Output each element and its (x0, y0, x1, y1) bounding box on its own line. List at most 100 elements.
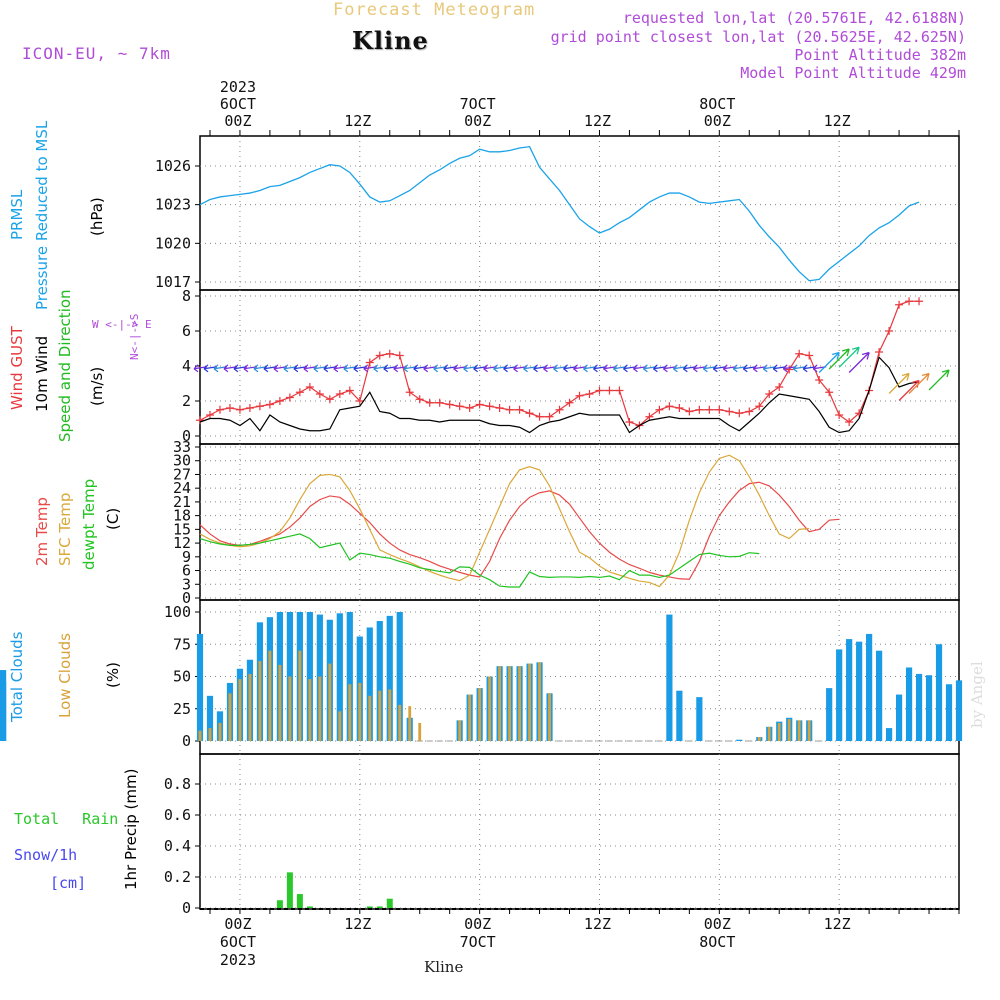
total-cloud-bar (676, 690, 683, 741)
total-cloud-bar (945, 684, 953, 741)
gust-marker (305, 383, 314, 391)
top-time-label: 12Z (584, 112, 611, 130)
gust-marker (605, 386, 614, 395)
gust-marker (825, 388, 834, 397)
low-cloud-bar (368, 695, 372, 741)
pressure-line (199, 145, 920, 282)
low-cloud-bar (468, 694, 472, 741)
gust-marker (315, 390, 324, 398)
low-cloud-bar (268, 650, 272, 741)
gust-marker (555, 405, 564, 414)
total-cloud-bar (386, 615, 393, 741)
low-cloud-bar (238, 679, 242, 741)
y-tick-label: 25 (173, 700, 191, 718)
total-cloud-bar (836, 649, 843, 741)
low-cloud-bar (777, 722, 781, 741)
bottom-time-label: 00Z (464, 915, 491, 933)
total-cloud-bar (396, 612, 403, 741)
total-cloud-bar (346, 612, 353, 741)
total-cloud-bar (696, 697, 703, 741)
low-cloud-bar (338, 711, 342, 741)
top-time-label: 00Z (704, 112, 731, 130)
bottom-time-label: 12Z (344, 915, 371, 933)
total-cloud-bar (955, 680, 963, 741)
gust-marker (245, 404, 254, 412)
low-cloud-bar (757, 737, 761, 741)
y-tick-label: 21 (173, 493, 191, 511)
y-tick-label: 0.2 (164, 868, 191, 886)
total-cloud-bar (895, 694, 903, 741)
y-tick-label: 0 (182, 899, 191, 917)
y-tick-label: 3 (182, 575, 191, 593)
top-time-label: 00Z (224, 112, 251, 130)
gust-marker (285, 393, 294, 402)
gust-marker (685, 407, 694, 416)
snow-label: Snow/1h (14, 846, 78, 864)
low-cloud-bar (328, 663, 332, 741)
low-cloud-bar (298, 650, 302, 741)
gust-marker (615, 386, 624, 395)
gust-marker (385, 349, 394, 358)
low-cloud-bar (218, 722, 222, 741)
wind-dir-arrow (818, 351, 840, 373)
bottom-time-label: 7OCT (460, 933, 496, 951)
gust-marker (395, 351, 404, 360)
gust-marker (196, 416, 204, 425)
y-tick-label: 24 (173, 479, 191, 497)
low-cloud-bar (787, 719, 791, 741)
total-cloud-bar (196, 633, 204, 741)
y-tick-label: 12 (173, 534, 191, 552)
temp-sfc-line (199, 454, 810, 588)
low-cloud-bar (767, 726, 771, 741)
gust-marker (495, 404, 504, 412)
gust-marker (885, 327, 894, 335)
gust-marker (485, 402, 494, 411)
point-altitude: Point Altitude 382m (794, 46, 966, 64)
gust-marker (335, 390, 344, 398)
gust-marker (325, 395, 334, 404)
rain-bar (286, 872, 293, 908)
wind-dir-arrow (848, 351, 870, 373)
gust-marker (535, 412, 544, 421)
gust-marker (575, 391, 584, 400)
wind-dir-arrow (828, 348, 850, 370)
low-cloud-bar (318, 676, 322, 741)
gust-marker (895, 300, 904, 309)
low-cloud-bar (248, 673, 252, 741)
gust-marker (425, 398, 434, 407)
total-cloud-bar (366, 627, 373, 741)
bottom-time-label: 12Z (584, 915, 611, 933)
panel-frame (199, 443, 960, 601)
total-cloud-bar (925, 675, 933, 741)
low-cloud-bar (418, 722, 422, 741)
total-cloud-bar (336, 613, 343, 741)
model-name: ICON-EU, ~ 7km (22, 44, 171, 63)
gust-marker (815, 376, 824, 384)
gust-marker (705, 405, 714, 414)
low-cloud-bar (198, 730, 202, 741)
low-cloud-bar (388, 689, 392, 741)
total-cloud-bar (905, 667, 913, 741)
bottom-time-label: 6OCT (220, 933, 256, 951)
snow-unit: [cm] (50, 874, 87, 892)
total-cloud-bar (666, 614, 673, 741)
rain-bar (366, 906, 373, 908)
low-cloud-bar (358, 682, 362, 741)
gust-marker (795, 349, 804, 358)
rain-bar (306, 906, 313, 908)
top-time-label: 6OCT (220, 95, 256, 113)
rain-label: Total Rain (14, 810, 119, 828)
low-cloud-bar (278, 664, 282, 741)
gust-marker (445, 400, 454, 409)
y-tick-label: 100 (164, 603, 191, 621)
gust-marker (295, 388, 304, 397)
low-cloud-bar (458, 720, 462, 741)
wind-dir-arrow (908, 372, 930, 394)
gust-marker (595, 386, 604, 395)
gust-marker (255, 402, 264, 411)
low-cloud-bar (258, 661, 262, 741)
wind-dir-arrow (838, 346, 860, 368)
gust-marker (695, 405, 704, 414)
gust-marker (625, 418, 634, 426)
